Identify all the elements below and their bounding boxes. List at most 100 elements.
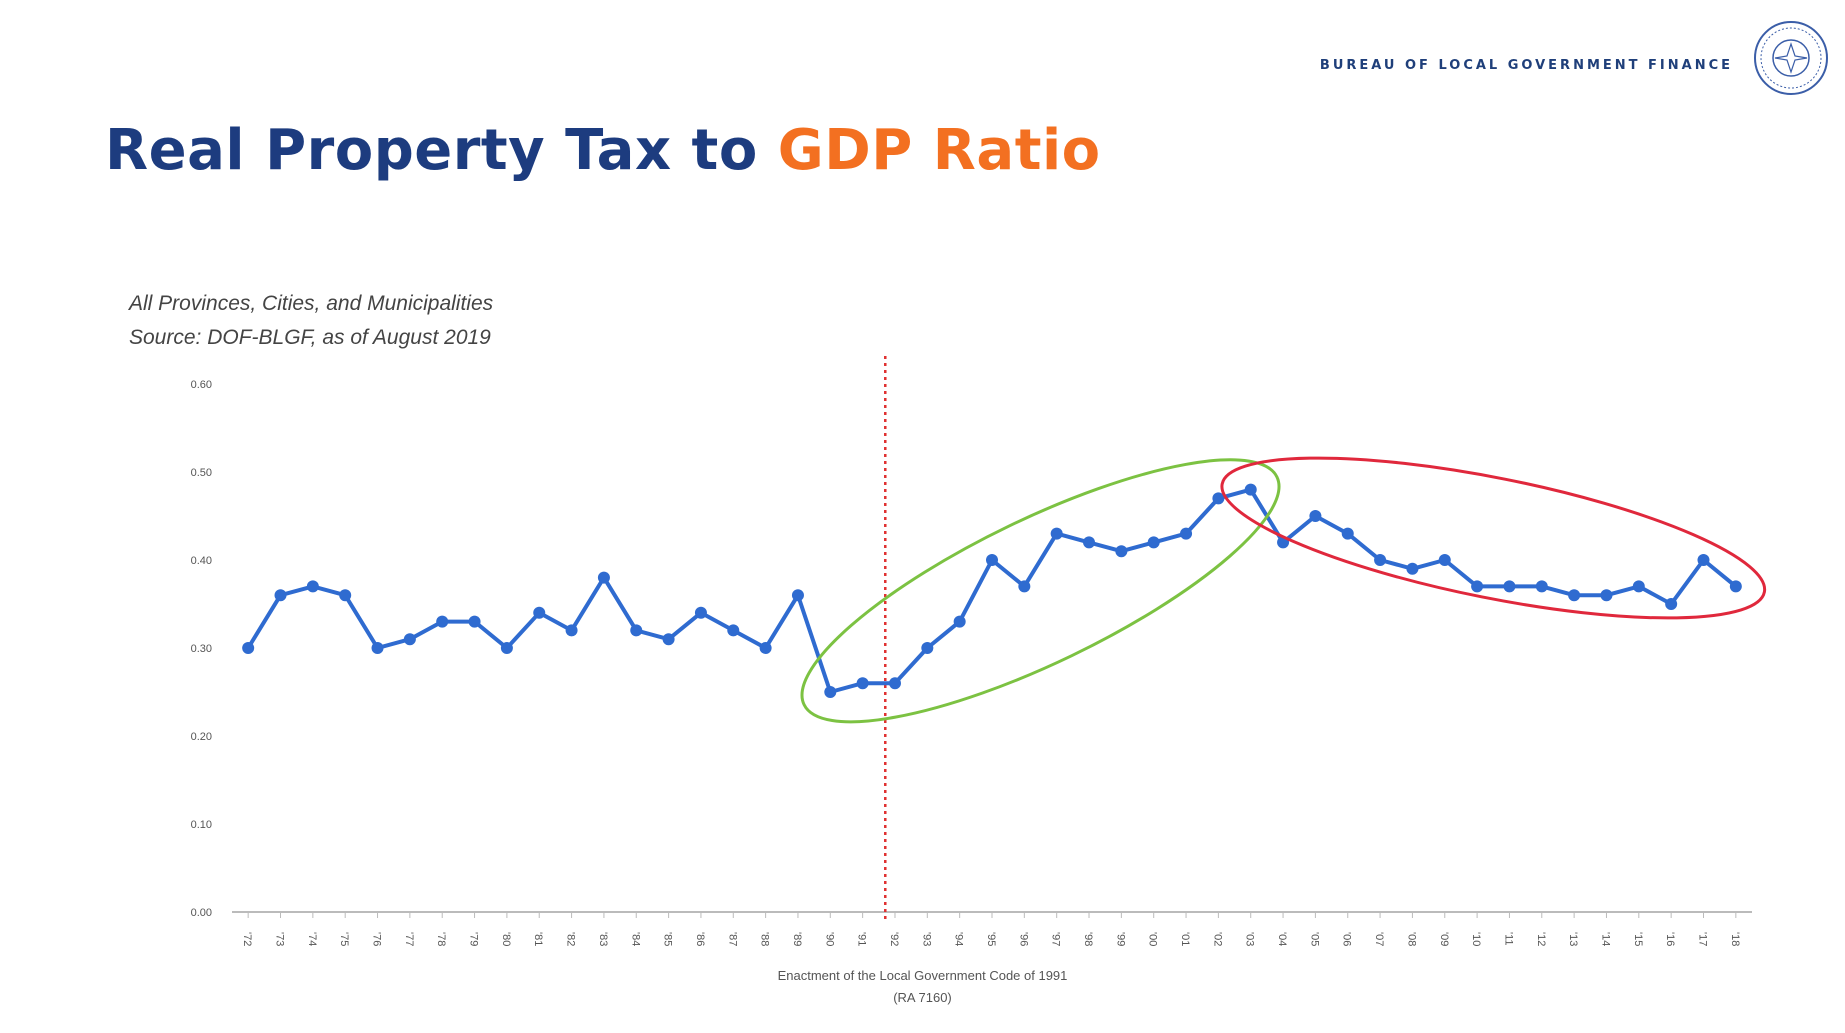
x-tick-label: '12: [1535, 932, 1547, 946]
x-tick-label: '11: [1502, 932, 1514, 946]
y-tick-label: 0.30: [191, 643, 212, 655]
data-point: [1632, 580, 1645, 593]
x-tick-label: '97: [1050, 932, 1062, 946]
data-point: [1083, 536, 1096, 549]
x-tick-label: '14: [1599, 932, 1611, 946]
data-point: [1535, 580, 1548, 593]
x-tick-label: '01: [1179, 932, 1191, 946]
x-tick-label: '92: [888, 932, 900, 946]
data-point: [565, 624, 578, 637]
chart-note-source: Source: DOF-BLGF, as of August 2019: [129, 326, 491, 349]
data-point: [403, 633, 416, 646]
y-tick-label: 0.20: [191, 731, 212, 743]
y-tick-label: 0.60: [191, 379, 212, 391]
data-point: [1147, 536, 1160, 549]
y-tick-label: 0.50: [191, 467, 212, 479]
annotation-ellipse-green: [800, 458, 1281, 724]
x-tick-label: '17: [1696, 932, 1708, 946]
x-tick-label: '02: [1211, 932, 1223, 946]
data-point: [1212, 492, 1225, 505]
y-tick-label: 0.10: [191, 819, 212, 831]
x-tick-label: '98: [1082, 932, 1094, 946]
x-tick-label: '16: [1664, 932, 1676, 946]
x-tick-label: '76: [371, 932, 383, 946]
organization-name: Bureau of Local Government Finance: [1319, 58, 1733, 73]
data-point: [986, 554, 998, 566]
x-tick-label: '00: [1147, 932, 1159, 946]
bureau-seal-logo: [1754, 21, 1828, 95]
x-tick-label: '73: [274, 932, 286, 946]
data-point: [371, 642, 384, 654]
data-point: [1406, 562, 1419, 575]
x-tick-label: '13: [1567, 932, 1579, 946]
data-point: [953, 615, 966, 628]
x-tick-label: '95: [985, 932, 997, 946]
data-point: [339, 589, 352, 602]
data-point: [1341, 527, 1354, 540]
title-accent: GDP Ratio: [777, 118, 1101, 183]
x-axis-label: Enactment of the Local Government Code o…: [777, 968, 1068, 983]
x-tick-label: '78: [435, 932, 447, 946]
y-tick-label: 0.40: [191, 555, 212, 567]
x-tick-label: '89: [791, 932, 803, 946]
data-point: [500, 642, 513, 654]
x-tick-label: '83: [597, 932, 609, 946]
x-tick-label: '93: [920, 932, 932, 946]
x-tick-label: '10: [1470, 932, 1482, 946]
x-tick-label: '91: [856, 932, 868, 946]
data-point: [630, 624, 643, 637]
data-point: [1244, 483, 1257, 496]
page-title: Real Property Tax to GDP Ratio: [105, 118, 1101, 183]
x-tick-label: '74: [306, 932, 318, 946]
data-point: [1600, 589, 1613, 602]
x-tick-label: '79: [468, 932, 480, 946]
x-tick-label: '85: [662, 932, 674, 946]
x-tick-label: '08: [1405, 932, 1417, 946]
data-point: [921, 642, 934, 654]
x-tick-label: '88: [759, 932, 771, 946]
x-tick-label: '03: [1244, 932, 1256, 946]
data-point: [242, 642, 255, 654]
data-point: [597, 571, 610, 584]
x-tick-label: '90: [823, 932, 835, 946]
x-tick-label: '77: [403, 932, 415, 946]
data-point: [1471, 580, 1484, 593]
data-point: [1180, 527, 1193, 540]
title-main: Real Property Tax to: [105, 118, 778, 183]
x-axis-sublabel: (RA 7160): [893, 990, 952, 1005]
data-point: [1438, 554, 1451, 566]
x-tick-label: '96: [1017, 932, 1029, 946]
data-point: [436, 615, 449, 628]
data-point: [468, 615, 481, 628]
data-point: [759, 642, 772, 654]
annotation-ellipse-red: [1220, 456, 1767, 620]
x-tick-label: '82: [565, 932, 577, 946]
x-tick-label: '04: [1276, 932, 1288, 946]
x-tick-label: '80: [500, 932, 512, 946]
data-point: [1115, 545, 1128, 558]
data-point: [1729, 580, 1742, 593]
data-point: [1309, 510, 1322, 522]
x-tick-label: '15: [1632, 932, 1644, 946]
data-point: [824, 686, 837, 698]
data-point: [533, 606, 546, 619]
x-tick-label: '86: [694, 932, 706, 946]
data-point: [1018, 580, 1031, 593]
chart-note-scope: All Provinces, Cities, and Municipalitie…: [129, 292, 494, 315]
data-point: [1568, 589, 1581, 602]
x-tick-label: '06: [1341, 932, 1353, 946]
data-point: [791, 589, 804, 602]
data-point: [1503, 580, 1516, 593]
x-tick-label: '75: [338, 932, 350, 946]
data-point: [888, 677, 901, 690]
x-tick-label: '07: [1373, 932, 1385, 946]
data-point: [306, 580, 319, 593]
x-tick-label: '84: [629, 932, 641, 946]
data-point: [662, 633, 675, 646]
data-point: [274, 589, 287, 602]
data-point: [727, 624, 740, 637]
data-point: [1697, 554, 1710, 566]
x-tick-label: '72: [241, 932, 253, 946]
x-tick-label: '94: [953, 932, 965, 946]
